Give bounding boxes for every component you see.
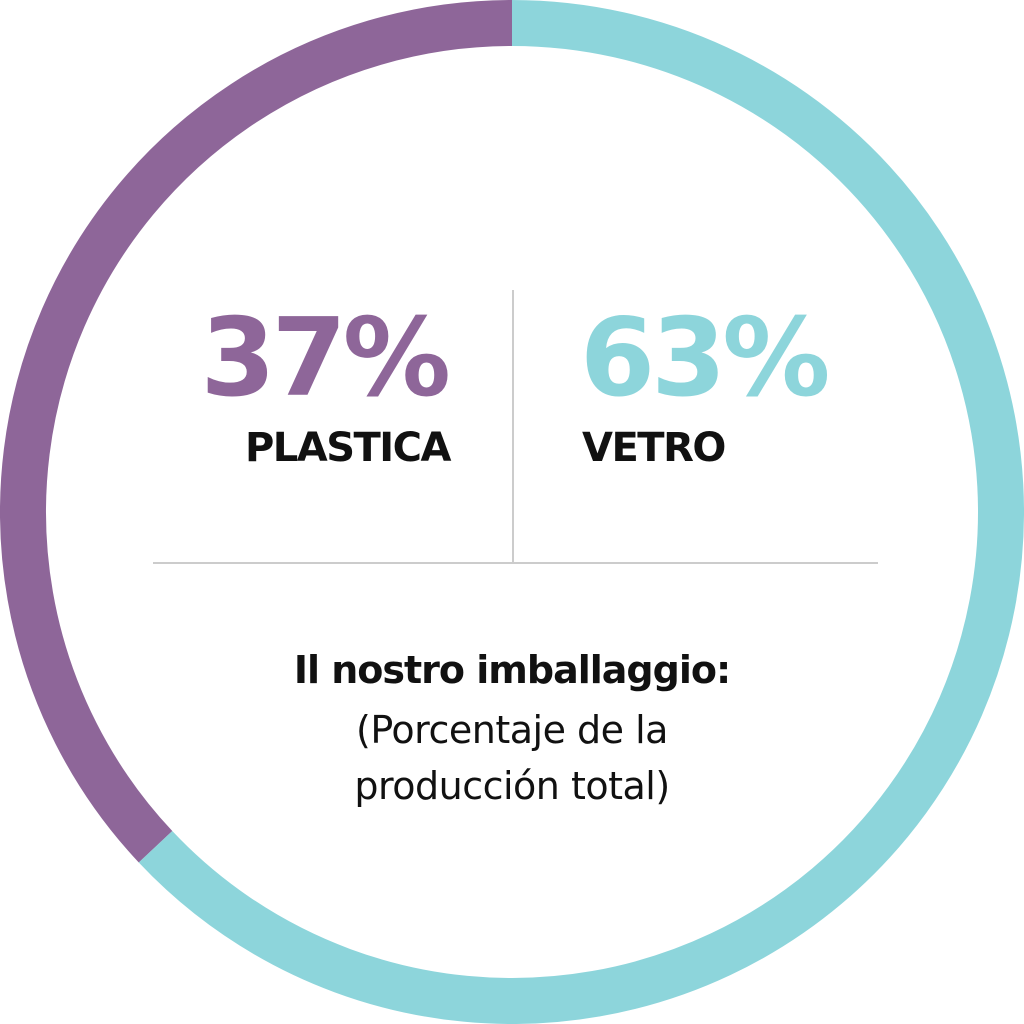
value-label: 63% xyxy=(580,296,827,421)
donut-segment xyxy=(0,0,513,863)
chart-title: Il nostro imballaggio: xyxy=(293,648,731,692)
category-label: PLASTICA xyxy=(245,425,452,471)
value-label: 37% xyxy=(200,296,447,421)
donut-segment xyxy=(138,0,1024,1024)
chart-subtitle: (Porcentaje de la producción total) xyxy=(354,708,670,808)
category-label: VETRO xyxy=(582,425,725,471)
